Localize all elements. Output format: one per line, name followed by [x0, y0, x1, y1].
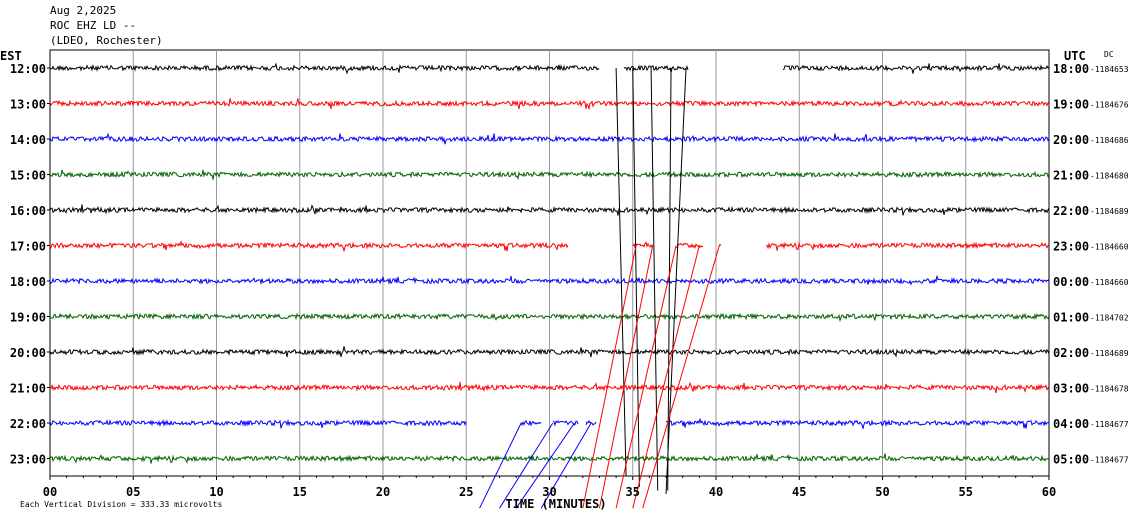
dc-offset: -1184660 — [1090, 278, 1129, 287]
x-tick-label: 00 — [43, 485, 57, 499]
est-label: 14:00 — [10, 133, 46, 147]
x-tick-label: 10 — [209, 485, 223, 499]
event-streak — [615, 245, 677, 509]
header-network: (LDEO, Rochester) — [50, 34, 163, 47]
event-streak — [632, 67, 640, 487]
utc-label: 00:00 — [1053, 275, 1089, 289]
trace-line — [676, 242, 704, 250]
trace-line — [49, 240, 569, 252]
event-streak — [632, 245, 700, 509]
utc-label: 19:00 — [1053, 98, 1089, 112]
x-tick-label: 35 — [626, 485, 640, 499]
chart-grid — [49, 49, 1050, 477]
trace-line — [49, 169, 1050, 181]
utc-label: 05:00 — [1053, 453, 1089, 467]
trace-line — [49, 204, 1050, 216]
x-tick-label: 30 — [542, 485, 556, 499]
est-label: 15:00 — [10, 169, 46, 183]
utc-label: 02:00 — [1053, 346, 1089, 360]
event-streaks — [479, 67, 720, 509]
est-label: 12:00 — [10, 62, 46, 76]
trace-line — [49, 381, 1050, 394]
est-axis-title: EST — [0, 49, 22, 63]
utc-label: 01:00 — [1053, 311, 1089, 325]
header-date: Aug 2,2025 — [50, 4, 117, 17]
trace-line — [49, 418, 467, 429]
est-label: 18:00 — [10, 275, 46, 289]
trace-line — [585, 419, 597, 426]
x-tick-label: 50 — [875, 485, 889, 499]
seismic-traces — [49, 62, 1050, 464]
event-streak — [515, 422, 575, 509]
est-label: 19:00 — [10, 311, 46, 325]
est-label: 21:00 — [10, 382, 46, 396]
trace-line — [552, 420, 579, 427]
utc-label: 18:00 — [1053, 62, 1089, 76]
trace-line — [49, 132, 1050, 145]
trace-line — [520, 419, 542, 427]
event-streak — [665, 67, 687, 495]
event-streak — [642, 245, 720, 509]
est-label: 16:00 — [10, 204, 46, 218]
trace-line — [49, 275, 1050, 286]
header-station: ROC EHZ LD -- — [50, 19, 137, 32]
dc-offset: -1184676 — [1090, 101, 1129, 110]
trace-line — [623, 64, 689, 73]
event-streak — [650, 67, 659, 491]
dc-offset: -1184680 — [1090, 172, 1129, 181]
dc-offset: -1184702 — [1090, 314, 1129, 323]
event-streak — [582, 245, 637, 509]
dc-offset: -1184660 — [1090, 243, 1129, 252]
trace-line — [49, 312, 1050, 323]
vertical-division-note: Each Vertical Division = 333.33 microvol… — [20, 500, 222, 509]
trace-line — [49, 346, 1050, 358]
x-tick-label: 15 — [293, 485, 307, 499]
trace-line — [782, 63, 1050, 74]
dc-offset: -1184686 — [1090, 136, 1129, 145]
x-tick-label: 25 — [459, 485, 473, 499]
utc-label: 03:00 — [1053, 382, 1089, 396]
x-tick-label: 45 — [792, 485, 806, 499]
x-tick-label: 05 — [126, 485, 140, 499]
utc-axis-title: UTC — [1064, 49, 1086, 63]
trace-line — [632, 241, 654, 249]
est-label: 22:00 — [10, 417, 46, 431]
trace-line — [718, 243, 722, 247]
x-axis-title: TIME (MINUTES) — [505, 497, 606, 511]
utc-label: 20:00 — [1053, 133, 1089, 147]
trace-line — [49, 62, 600, 75]
x-tick-label: 60 — [1042, 485, 1056, 499]
x-tick-label: 20 — [376, 485, 390, 499]
est-label: 20:00 — [10, 346, 46, 360]
event-streak — [615, 67, 627, 477]
x-tick-label: 55 — [959, 485, 973, 499]
utc-label: 22:00 — [1053, 204, 1089, 218]
dc-offset: -1184678 — [1090, 385, 1129, 394]
est-label: 23:00 — [10, 453, 46, 467]
x-tick-label: 40 — [709, 485, 723, 499]
dc-offset: -1184677 — [1090, 456, 1129, 465]
dc-offset: -1184677 — [1090, 420, 1129, 429]
dc-offset: -1184689 — [1090, 349, 1129, 358]
dc-offset: -1184689 — [1090, 207, 1129, 216]
trace-line — [665, 417, 1050, 429]
event-streak — [540, 422, 592, 509]
dc-offset: -1184653 — [1090, 65, 1129, 74]
trace-line — [49, 98, 1050, 111]
dc-axis-title: DC — [1104, 50, 1114, 59]
event-streak — [499, 422, 554, 509]
utc-label: 04:00 — [1053, 417, 1089, 431]
est-label: 13:00 — [10, 98, 46, 112]
utc-label: 21:00 — [1053, 169, 1089, 183]
utc-label: 23:00 — [1053, 240, 1089, 254]
est-label: 17:00 — [10, 240, 46, 254]
trace-line — [765, 241, 1050, 251]
event-streak — [598, 245, 654, 509]
event-streak — [479, 422, 522, 509]
